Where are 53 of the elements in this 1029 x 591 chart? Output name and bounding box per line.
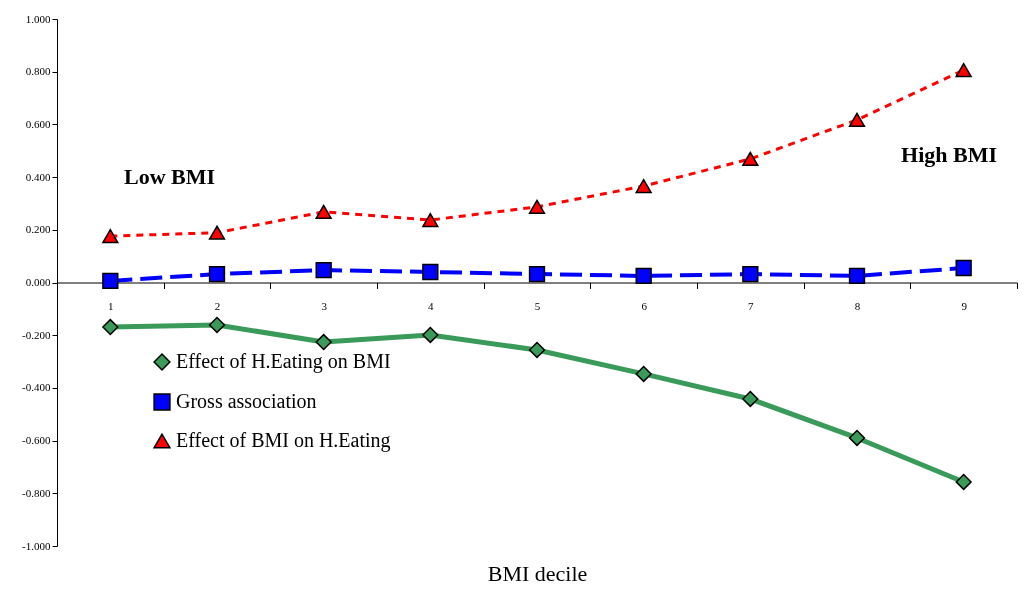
legend-label: Effect of BMI on H.Eating: [176, 429, 391, 452]
point: [848, 429, 866, 447]
point: [315, 261, 332, 279]
y-tick-label: 1.000: [25, 12, 51, 25]
point: [422, 263, 439, 281]
point: [102, 228, 119, 244]
y-tick-label: 0.400: [25, 170, 51, 183]
y-tick-label: -0.800: [22, 486, 51, 499]
legend-label: Gross association: [176, 390, 317, 412]
x-tick-label: 4: [428, 300, 435, 312]
point: [102, 318, 119, 336]
y-tick-label: 0.800: [25, 65, 51, 78]
x-tick-label: 3: [321, 300, 328, 312]
point: [742, 151, 759, 167]
y-tick-label: 0.000: [25, 276, 51, 288]
x-tick-label: 8: [854, 300, 861, 312]
point: [208, 265, 226, 283]
x-tick-label: 5: [534, 300, 541, 312]
x-tick-label: 9: [961, 300, 968, 312]
legend-label: Effect of H.Eating on BMI: [176, 350, 391, 373]
annotation: Low BMI: [124, 164, 216, 189]
point: [528, 341, 546, 359]
point: [102, 272, 119, 290]
point: [742, 265, 759, 283]
x-axis-title: BMI decile: [487, 560, 588, 586]
x-tick-label: 7: [748, 300, 755, 312]
y-tick-label: -0.400: [22, 381, 51, 394]
point: [635, 365, 652, 383]
point: [742, 390, 759, 408]
point: [528, 199, 546, 215]
point: [848, 112, 866, 128]
point: [422, 326, 439, 344]
point: [315, 204, 332, 220]
point: [208, 225, 226, 240]
point: [528, 265, 546, 283]
point: [955, 259, 972, 277]
y-tick-label: -0.200: [22, 328, 51, 341]
point: [635, 178, 652, 194]
point: [422, 212, 439, 228]
point: [955, 473, 972, 491]
x-tick-label: 6: [641, 300, 648, 312]
point: [848, 267, 866, 285]
y-tick-label: 0.600: [25, 117, 51, 130]
x-tick-label: 1: [108, 300, 114, 312]
y-tick-label: -1.000: [22, 539, 51, 552]
point: [208, 316, 226, 334]
point: [635, 267, 652, 285]
y-tick-label: -0.600: [22, 434, 51, 447]
x-tick-label: 2: [214, 300, 221, 312]
point: [315, 333, 332, 351]
point: [955, 62, 972, 78]
y-tick-label: 0.200: [25, 223, 51, 236]
annotation: High BMI: [901, 142, 997, 167]
